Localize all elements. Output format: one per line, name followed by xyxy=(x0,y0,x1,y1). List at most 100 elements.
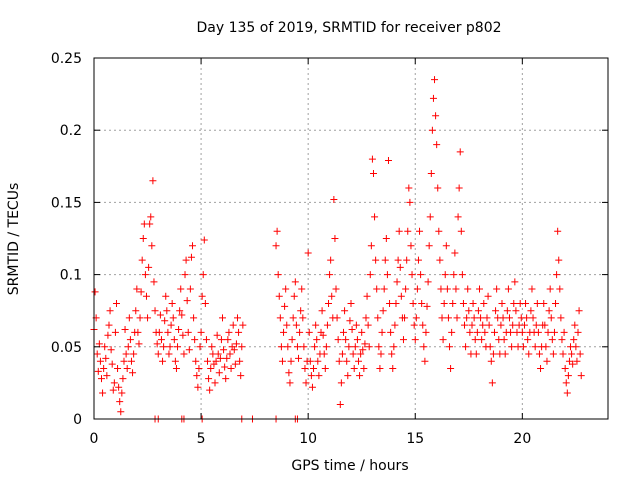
data-point xyxy=(148,242,156,250)
data-point xyxy=(444,314,452,322)
data-point xyxy=(388,350,396,358)
data-point xyxy=(532,321,540,329)
data-point xyxy=(292,321,300,329)
x-tick-label: 0 xyxy=(90,431,99,447)
y-tick-label: 0.25 xyxy=(51,51,82,67)
data-point xyxy=(229,321,237,329)
data-point xyxy=(469,299,477,307)
data-point xyxy=(337,379,345,387)
data-point xyxy=(547,314,555,322)
data-point xyxy=(377,350,385,358)
data-point xyxy=(141,271,149,279)
data-point xyxy=(107,346,115,354)
data-point xyxy=(408,271,416,279)
data-point xyxy=(330,196,338,204)
data-point xyxy=(559,350,567,358)
data-point xyxy=(372,256,380,264)
data-point xyxy=(135,340,143,348)
data-point xyxy=(540,299,548,307)
data-point xyxy=(419,321,427,329)
data-point xyxy=(535,350,543,358)
data-point xyxy=(343,357,351,365)
data-point xyxy=(149,177,157,185)
data-point xyxy=(175,325,183,333)
data-point xyxy=(522,299,530,307)
data-point xyxy=(511,278,519,286)
data-point xyxy=(557,314,565,322)
data-point xyxy=(407,242,415,250)
data-point xyxy=(574,328,582,336)
data-point xyxy=(544,328,552,336)
data-points xyxy=(90,76,585,423)
data-point xyxy=(546,285,554,293)
data-point xyxy=(501,350,509,358)
data-point xyxy=(360,364,368,372)
data-point xyxy=(548,336,556,344)
data-point xyxy=(369,170,377,178)
data-point xyxy=(97,375,105,383)
data-point xyxy=(108,360,116,368)
data-point xyxy=(296,328,304,336)
data-point xyxy=(577,372,585,380)
data-point xyxy=(570,336,578,344)
data-point xyxy=(178,311,186,319)
data-point xyxy=(505,314,513,322)
data-point xyxy=(572,343,580,351)
data-point xyxy=(464,285,472,293)
x-tick-label: 20 xyxy=(513,431,531,447)
data-point xyxy=(290,292,298,300)
data-point xyxy=(413,285,421,293)
data-point xyxy=(153,340,161,348)
data-point xyxy=(118,389,126,397)
data-point xyxy=(124,343,132,351)
data-point xyxy=(125,314,133,322)
data-point xyxy=(525,350,533,358)
data-point xyxy=(456,148,464,156)
data-point xyxy=(156,311,164,319)
x-axis-label: GPS time / hours xyxy=(291,458,408,474)
data-point xyxy=(471,336,479,344)
data-point xyxy=(221,363,229,371)
data-point xyxy=(436,256,444,264)
data-point xyxy=(438,314,446,322)
data-point xyxy=(393,278,401,286)
data-point xyxy=(428,126,436,134)
data-point xyxy=(166,343,174,351)
data-point xyxy=(167,321,175,329)
data-point xyxy=(272,242,280,250)
data-point xyxy=(441,271,449,279)
data-point xyxy=(364,321,372,329)
data-point xyxy=(462,343,470,351)
data-point xyxy=(274,271,282,279)
data-point xyxy=(312,321,320,329)
data-point xyxy=(215,369,223,377)
data-point xyxy=(395,227,403,235)
data-point xyxy=(477,314,485,322)
x-tick-label: 15 xyxy=(406,431,424,447)
data-point xyxy=(121,325,129,333)
data-point xyxy=(334,336,342,344)
data-point xyxy=(230,346,238,354)
data-point xyxy=(335,357,343,365)
data-point xyxy=(145,263,153,271)
data-point xyxy=(93,350,101,358)
data-point xyxy=(144,314,152,322)
data-point xyxy=(389,364,397,372)
data-point xyxy=(468,321,476,329)
data-point xyxy=(171,357,179,365)
data-point xyxy=(134,328,142,336)
data-point xyxy=(332,285,340,293)
data-point xyxy=(533,299,541,307)
data-point xyxy=(421,357,429,365)
data-point xyxy=(452,285,460,293)
data-point xyxy=(429,94,437,102)
data-point xyxy=(550,328,558,336)
data-point xyxy=(442,242,450,250)
data-point xyxy=(571,321,579,329)
data-point xyxy=(387,328,395,336)
data-point xyxy=(564,372,572,380)
data-point xyxy=(181,271,189,279)
data-point xyxy=(287,357,295,365)
data-point xyxy=(504,285,512,293)
